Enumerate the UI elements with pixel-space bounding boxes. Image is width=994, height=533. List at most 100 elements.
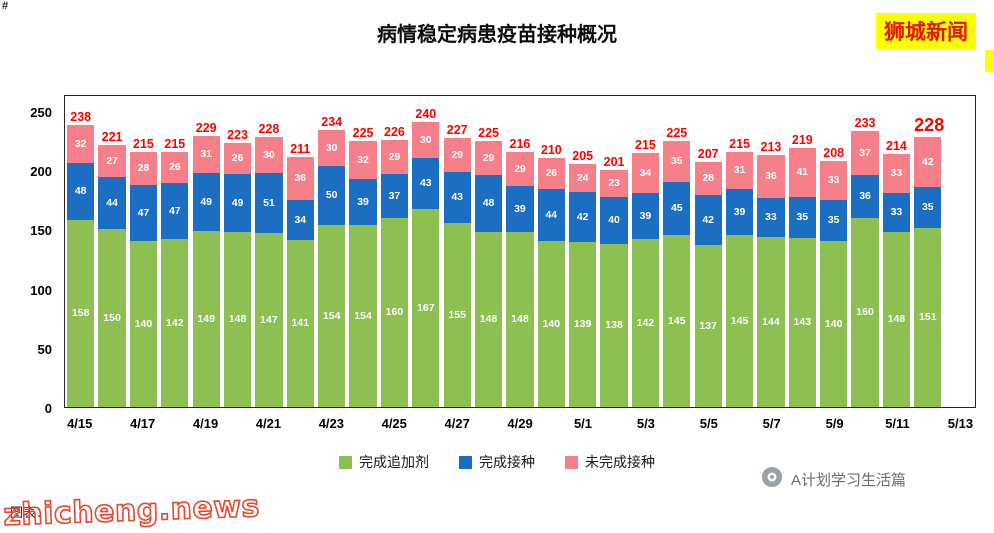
segment-booster-completed: 145: [725, 235, 754, 407]
bar-slot: 240 30 43 167: [410, 96, 441, 407]
total-label: 227: [446, 123, 468, 137]
bar-slot: 225 35 45 145: [661, 96, 692, 407]
segment-not-completed: 29: [474, 141, 503, 175]
x-tick-label: 5/1: [573, 416, 593, 431]
y-tick-label: 200: [30, 164, 52, 180]
brand-badge: 狮城新闻: [876, 13, 976, 49]
segment-fully-vaccinated: 40: [600, 197, 628, 244]
segment-fully-vaccinated: 35: [914, 187, 942, 228]
segment-booster-completed: 142: [631, 239, 660, 407]
bar-slot: 223 26 49 148: [222, 96, 253, 407]
segment-not-completed: 37: [851, 131, 879, 175]
total-label: 219: [791, 133, 813, 147]
segment-fully-vaccinated: 39: [631, 193, 660, 239]
segment-booster-completed: 160: [851, 218, 879, 407]
stacked-bar: 215 31 39 145: [725, 137, 754, 407]
bar-slot: 205 24 42 139: [567, 96, 598, 407]
stacked-bar: 214 33 33 148: [882, 139, 911, 407]
stacked-bar: 228 42 35 151: [914, 115, 944, 407]
bar-slot: 228 30 51 147: [253, 96, 284, 407]
segment-fully-vaccinated: 51: [255, 173, 283, 233]
segment-booster-completed: 147: [255, 233, 283, 407]
total-label: 228: [258, 122, 280, 136]
stacked-bar: 201 23 40 138: [600, 155, 628, 407]
stacked-bar: 211 36 34 141: [286, 142, 314, 407]
segment-booster-completed: 143: [788, 238, 816, 407]
x-tick-label: [221, 416, 252, 431]
segment-booster-completed: 148: [506, 232, 534, 407]
x-tick-label: 5/11: [885, 416, 910, 431]
segment-not-completed: 33: [820, 161, 848, 200]
stacked-bar: 221 27 44 150: [98, 130, 126, 407]
stacked-bar: 229 31 49 149: [192, 121, 220, 407]
segment-not-completed: 32: [349, 141, 377, 179]
corner-artifact: #: [2, 0, 9, 12]
segment-fully-vaccinated: 42: [694, 195, 722, 245]
x-tick-label: [95, 416, 126, 431]
segment-fully-vaccinated: 44: [98, 177, 126, 229]
stacked-bar: 213 36 33 144: [757, 140, 785, 407]
segment-booster-completed: 155: [443, 223, 471, 407]
segment-not-completed: 31: [725, 152, 754, 189]
segment-fully-vaccinated: 33: [757, 198, 785, 237]
segment-fully-vaccinated: 39: [725, 189, 754, 235]
x-tick-label: [410, 416, 441, 431]
segment-not-completed: 27: [98, 145, 126, 177]
segment-booster-completed: 138: [600, 244, 628, 407]
x-tick-label: 5/5: [699, 416, 718, 431]
segment-fully-vaccinated: 49: [223, 174, 252, 232]
legend-swatch: [565, 455, 578, 469]
watermark: zhicheng.news: [2, 488, 261, 533]
legend-label: 完成追加剂: [359, 454, 429, 470]
legend-item: 完成接种: [459, 452, 535, 472]
footer-brand-icon: [761, 466, 783, 492]
segment-booster-completed: 148: [474, 232, 503, 407]
segment-not-completed: 35: [663, 141, 691, 182]
total-label: 215: [133, 137, 154, 151]
stacked-bar: 208 33 35 140: [820, 146, 848, 407]
total-label: 216: [509, 137, 531, 151]
legend-label: 完成接种: [479, 454, 535, 470]
segment-not-completed: 29: [443, 138, 471, 172]
segment-not-completed: 31: [192, 136, 220, 173]
x-tick-label: 4/27: [444, 416, 470, 431]
x-tick-label: [158, 416, 189, 431]
segment-not-completed: 23: [600, 170, 628, 197]
x-tick-label: [787, 416, 818, 431]
segment-not-completed: 30: [412, 122, 440, 158]
total-label: 208: [823, 146, 845, 160]
stacked-bar: 210 26 44 140: [537, 143, 565, 407]
segment-booster-completed: 148: [223, 232, 252, 407]
total-label: 215: [635, 138, 656, 152]
bar-slot: 229 31 49 149: [191, 96, 222, 407]
segment-fully-vaccinated: 43: [443, 172, 471, 223]
segment-booster-completed: 139: [569, 242, 597, 407]
x-tick-label: 4/17: [129, 416, 156, 431]
segment-fully-vaccinated: 37: [380, 174, 409, 218]
stacked-bar: 233 37 36 160: [851, 116, 879, 407]
total-label: 221: [101, 130, 123, 144]
bar-slot: [944, 96, 975, 407]
total-label: 226: [384, 125, 405, 139]
bar-slot: 219 41 35 143: [787, 96, 818, 407]
total-label: 225: [478, 126, 499, 140]
bar-slot: 234 30 50 154: [316, 96, 347, 407]
stacked-bar: 216 29 39 148: [506, 137, 534, 407]
bar-slot: 215 34 39 142: [630, 96, 661, 407]
segment-not-completed: 26: [537, 158, 565, 189]
total-label: 201: [603, 155, 625, 169]
segment-booster-completed: 150: [98, 229, 126, 407]
y-tick-label: 150: [30, 223, 52, 239]
segment-booster-completed: 141: [286, 240, 314, 407]
total-label: 238: [70, 110, 92, 124]
segment-booster-completed: 154: [318, 225, 346, 407]
segment-not-completed: 24: [569, 164, 597, 192]
bar-slot: 214 33 33 148: [881, 96, 912, 407]
segment-not-completed: 26: [223, 143, 252, 174]
segment-fully-vaccinated: 43: [412, 158, 440, 209]
total-label: 225: [666, 126, 688, 140]
segment-fully-vaccinated: 35: [788, 197, 816, 238]
stacked-bar: 227 29 43 155: [443, 123, 471, 407]
segment-fully-vaccinated: 34: [286, 200, 314, 240]
x-tick-label: 4/19: [192, 416, 219, 431]
